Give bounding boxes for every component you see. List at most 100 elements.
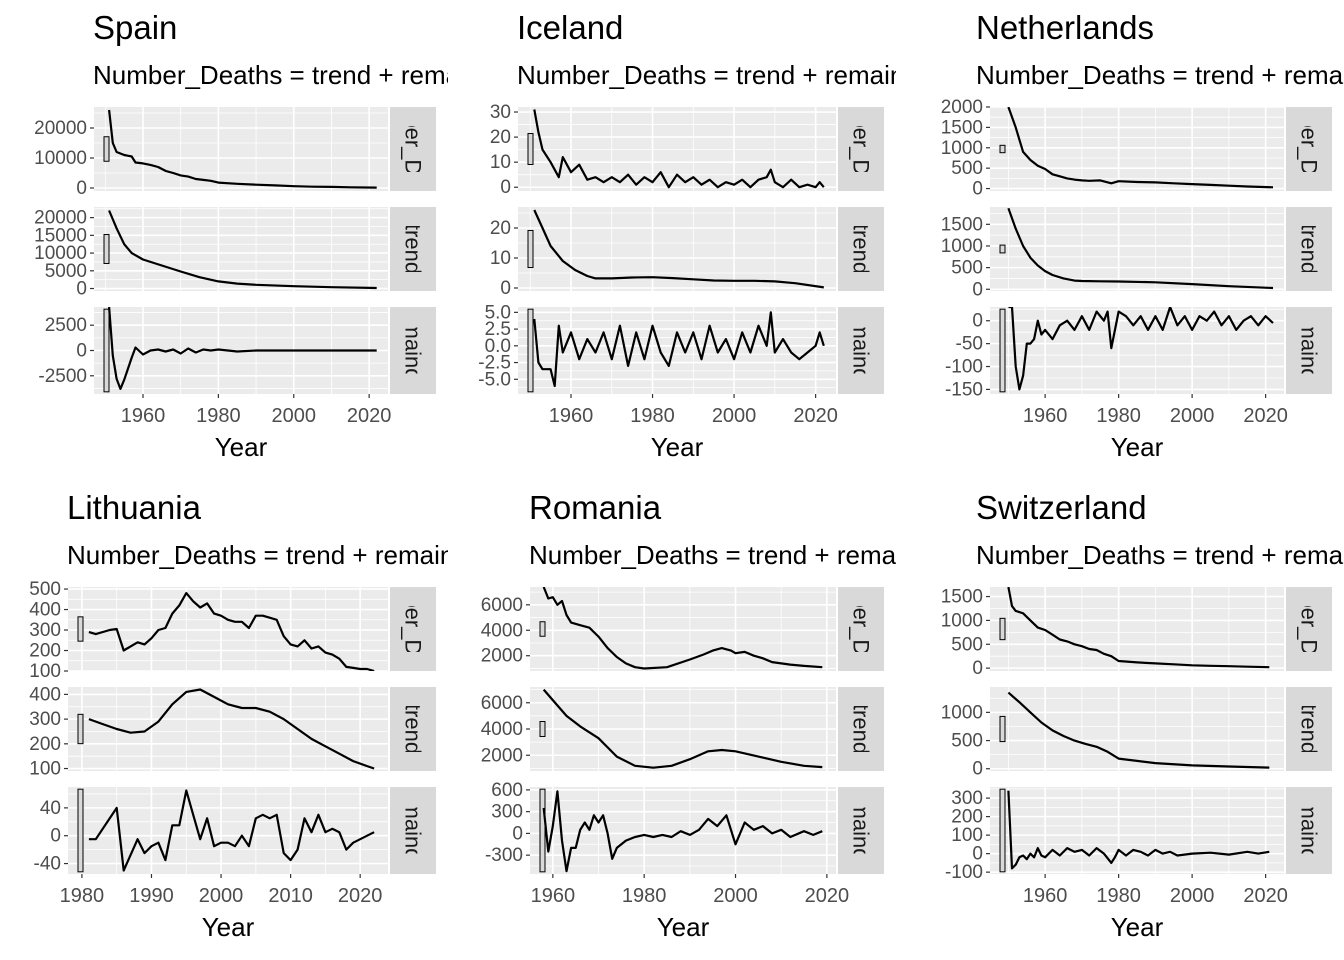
panel-background <box>990 687 1284 771</box>
panel-background <box>990 587 1284 671</box>
facet-number-deaths: 0 10000 20000 Number_Deaths <box>34 69 436 229</box>
y-tick-label: 500 <box>951 258 983 279</box>
y-tick-label: 200 <box>29 734 61 755</box>
y-tick-label: 20 <box>490 218 511 239</box>
x-tick-label: 2020 <box>1243 405 1288 427</box>
y-tick-label: 300 <box>29 620 61 641</box>
scale-bar <box>527 133 534 165</box>
scale-bar <box>527 308 534 393</box>
facet-strip-label: trend <box>401 224 426 274</box>
x-axis-label: Year <box>1110 432 1164 462</box>
y-tick-label: -100 <box>945 357 983 378</box>
y-tick-label: 0 <box>972 844 983 865</box>
scale-bar <box>999 144 1006 154</box>
facet-strip-label: trend <box>849 224 874 274</box>
series-line-remainder <box>108 307 377 390</box>
y-tick-label: 200 <box>951 807 983 828</box>
y-tick-label: 1000 <box>941 236 983 257</box>
x-tick-label: 2020 <box>793 405 838 427</box>
y-tick-label: 10000 <box>34 148 87 169</box>
y-tick-label: 10000 <box>34 243 87 264</box>
chart-panel: 0 10000 20000 Number_Deaths 0 5000 10000 15000 2… <box>0 0 448 480</box>
y-tick-label: 40 <box>40 798 61 819</box>
facet-strip-label: trend <box>401 704 426 754</box>
series-line-remainder <box>542 790 823 873</box>
chart-panel: 0 10 20 30 Number_Deaths 0 10 20 trend -5.0 -2.5 0.… <box>448 0 896 480</box>
y-tick-label: 20000 <box>34 208 87 229</box>
y-tick-label: 6000 <box>481 693 523 714</box>
series-line-trend <box>108 210 377 290</box>
chart-panel: 0 500 1000 1500 Number_Deaths 0 500 1000 trend -1… <box>896 480 1344 960</box>
facet-strip-label: trend <box>1297 704 1322 754</box>
y-tick-label: 10 <box>490 248 511 269</box>
facet-strip-label: remainder <box>401 781 426 880</box>
x-tick-label: 1960 <box>1023 405 1068 427</box>
y-tick-label: 0 <box>500 177 511 198</box>
facet-strip-label: remainder <box>401 301 426 400</box>
y-tick-label: 0 <box>972 311 983 332</box>
panel-background <box>94 107 388 191</box>
facet-strip-label: Number_Deaths <box>849 69 874 229</box>
y-tick-label: 2500 <box>45 315 87 336</box>
facet-strip-label: Number_Deaths <box>401 69 426 229</box>
series-line-remainder <box>1007 790 1270 870</box>
y-tick-label: 0 <box>512 823 523 844</box>
facet-trend: 0 500 1000 trend <box>941 687 1332 780</box>
y-tick-label: 600 <box>491 780 523 801</box>
y-tick-label: -50 <box>956 334 983 355</box>
y-tick-label: 500 <box>951 158 983 179</box>
scale-bar <box>103 136 110 162</box>
x-tick-label: 2020 <box>1243 885 1288 907</box>
x-tick-label: 2020 <box>347 405 392 427</box>
chart-subtitle: Number_Deaths = trend + remainder <box>976 60 1344 90</box>
chart-subtitle: Number_Deaths = trend + remainder <box>976 540 1344 570</box>
x-tick-label: 1980 <box>630 405 675 427</box>
facet-remainder: -150-100-500 remainder <box>945 307 1332 400</box>
x-axis-label: Year <box>214 432 268 462</box>
scale-bar <box>77 788 84 873</box>
y-tick-label: 0 <box>500 278 511 299</box>
facet-strip-label: trend <box>849 704 874 754</box>
y-tick-label: 0 <box>76 341 87 362</box>
series-line-number-deaths <box>1007 587 1270 669</box>
scale-bar <box>999 244 1006 254</box>
x-tick-label: 1980 <box>196 405 241 427</box>
x-tick-label: 2020 <box>805 885 850 907</box>
y-tick-label: -300 <box>485 845 523 866</box>
x-tick-label: 1980 <box>622 885 667 907</box>
panel-background <box>68 787 388 874</box>
y-tick-label: 1000 <box>941 138 983 159</box>
x-tick-label: 1960 <box>531 885 576 907</box>
chart-panel: 2000 4000 6000 Number_Deaths 2000 4000 6000 tre… <box>448 480 896 960</box>
chart-title: Netherlands <box>976 9 1154 46</box>
chart-title: Iceland <box>517 9 624 46</box>
y-tick-label: -40 <box>34 854 61 875</box>
y-tick-label: 6000 <box>481 595 523 616</box>
panel-background <box>530 787 836 874</box>
x-tick-label: 2000 <box>1170 885 1215 907</box>
y-tick-label: -2500 <box>38 366 87 387</box>
x-tick-label: 2000 <box>713 885 758 907</box>
chart-title: Lithuania <box>67 489 201 526</box>
y-tick-label: 400 <box>29 600 61 621</box>
y-tick-label: 100 <box>29 661 61 682</box>
y-tick-label: 1500 <box>941 117 983 138</box>
facet-number-deaths: 0 10 20 30 Number_Deaths <box>490 69 884 229</box>
x-tick-label: 1980 <box>1096 885 1141 907</box>
y-tick-label: 500 <box>951 731 983 752</box>
y-tick-label: 0 <box>972 179 983 200</box>
series-line-trend <box>533 209 824 289</box>
chart-title: Switzerland <box>976 489 1147 526</box>
y-tick-label: 1500 <box>941 587 983 608</box>
y-tick-label: -5.0 <box>478 369 511 390</box>
y-tick-label: 2.5 <box>485 319 511 340</box>
panel-background <box>990 107 1284 191</box>
facet-strip-label: remainder <box>1297 781 1322 880</box>
y-tick-label: 0.0 <box>485 336 511 357</box>
y-tick-label: 0 <box>972 658 983 679</box>
series-line-trend <box>542 688 823 769</box>
